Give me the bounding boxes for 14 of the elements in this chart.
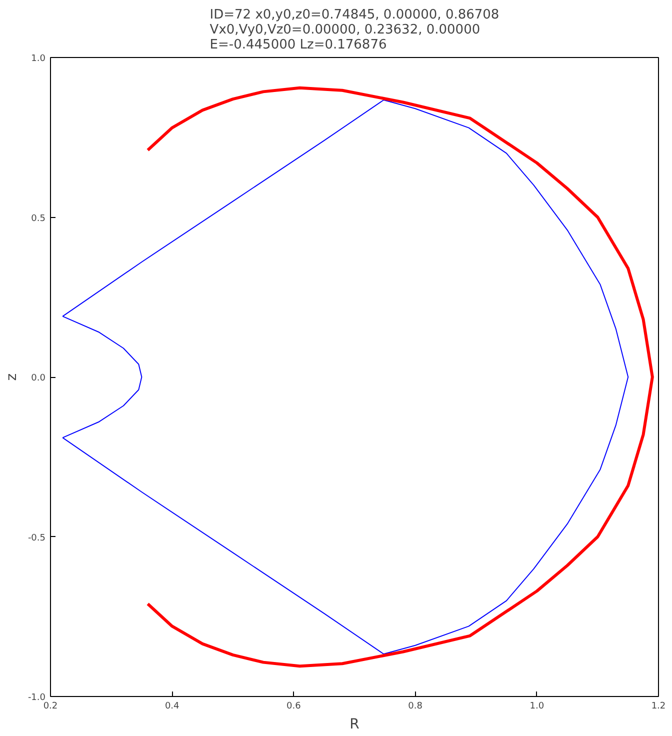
x-tick-label: 1.0 xyxy=(530,702,544,712)
x-tick-label: 0.8 xyxy=(408,702,423,712)
x-tick-label: 0.6 xyxy=(286,702,302,712)
y-axis-title: z xyxy=(4,373,20,381)
chart-title: ID=72 x0,y0,z0=0.74845, 0.00000, 0.86708 Vx0,Vy0,Vz0=0.00000, 0.23632, 0.00000 E=-0.445000 Lz=0.176876 xyxy=(210,8,500,52)
y-tick-label: 0.0 xyxy=(31,374,46,384)
y-tick-label: 1.0 xyxy=(31,54,46,64)
x-axis-title: R xyxy=(350,716,360,732)
x-tick-label: 1.2 xyxy=(651,702,666,712)
y-tick-label: 0.5 xyxy=(31,214,46,224)
y-tick-label: -0.5 xyxy=(28,533,46,544)
y-tick-label: -1.0 xyxy=(28,693,46,703)
x-tick-label: 0.4 xyxy=(164,702,180,712)
x-tick-label: 0.2 xyxy=(43,702,58,712)
